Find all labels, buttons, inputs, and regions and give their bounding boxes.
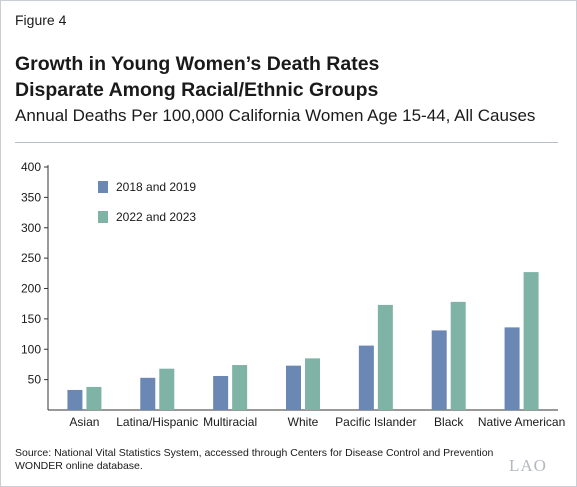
title-divider — [15, 142, 558, 143]
bar-chart: 50 100 150 200 250 300 350 400 Asian Latina/Hispa… — [21, 160, 565, 429]
y-tick-label: 200 — [21, 282, 41, 296]
x-tick-label: Asian — [69, 415, 99, 429]
figure-label: Figure 4 — [15, 12, 67, 28]
y-tick-label: 250 — [21, 251, 41, 265]
bar-2018-2019 — [140, 377, 156, 410]
legend-swatch — [98, 181, 108, 193]
bar-2018-2019 — [504, 327, 520, 410]
bar-2022-2023 — [377, 304, 393, 410]
bar-2022-2023 — [232, 365, 248, 410]
bar-2018-2019 — [67, 389, 83, 410]
x-tick-label: White — [288, 415, 319, 429]
bar-2022-2023 — [86, 386, 102, 410]
source-line-1: Source: National Vital Statistics System… — [15, 447, 494, 459]
legend-label: 2022 and 2023 — [116, 210, 196, 224]
y-tick-label: 300 — [21, 221, 41, 235]
bar-2018-2019 — [286, 365, 301, 410]
chart-title: Growth in Young Women’s Death Rates Disp… — [15, 51, 379, 103]
bar-2022-2023 — [450, 301, 466, 410]
legend-label: 2018 and 2019 — [116, 180, 196, 194]
x-tick-label: Black — [434, 415, 464, 429]
chart-subtitle: Annual Deaths Per 100,000 California Wom… — [15, 106, 536, 125]
source-line-2: WONDER online database. — [15, 460, 143, 472]
lao-logo: LAO — [509, 456, 547, 475]
y-tick-label: 400 — [21, 160, 41, 174]
x-tick-label: Latina/Hispanic — [116, 415, 198, 429]
bar-2018-2019 — [431, 330, 447, 410]
bar-2022-2023 — [523, 272, 539, 410]
y-tick-label: 150 — [21, 312, 41, 326]
x-tick-label: Pacific Islander — [335, 415, 416, 429]
y-tick-label: 50 — [28, 373, 42, 387]
title-line-2: Disparate Among Racial/Ethnic Groups — [15, 79, 379, 101]
source-note: Source: National Vital Statistics System… — [15, 447, 535, 473]
x-tick-label: Multiracial — [203, 415, 257, 429]
x-tick-label: Native American — [478, 415, 565, 429]
y-tick-label: 350 — [21, 190, 41, 204]
bar-2018-2019 — [213, 375, 229, 410]
bar-2022-2023 — [305, 358, 320, 410]
bar-2022-2023 — [159, 368, 175, 410]
y-tick-label: 100 — [21, 342, 41, 356]
legend-swatch — [98, 211, 108, 223]
bar-2018-2019 — [358, 345, 374, 410]
title-line-1: Growth in Young Women’s Death Rates — [15, 53, 380, 75]
